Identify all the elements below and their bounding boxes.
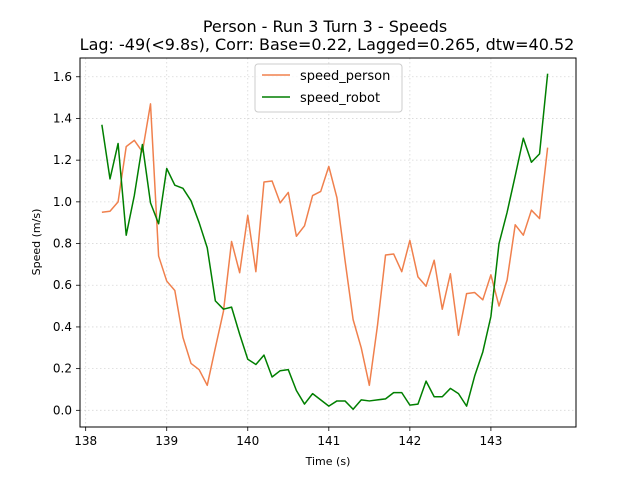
y-tick-label: 0.2 — [53, 362, 72, 376]
y-tick-label: 1.2 — [53, 153, 72, 167]
series-line-speed-robot — [101, 73, 549, 411]
legend-label-speed-person: speed_person — [300, 69, 390, 84]
legend: speed_person speed_robot — [254, 63, 403, 113]
plot-frame — [79, 57, 577, 428]
legend-label-speed-robot: speed_robot — [300, 91, 380, 106]
y-tick-label: 0.8 — [53, 237, 72, 251]
y-tick-label: 1.6 — [53, 70, 72, 84]
y-tick-label: 0.4 — [53, 320, 72, 334]
x-tick-label: 141 — [317, 434, 340, 448]
x-tick-label: 143 — [479, 434, 502, 448]
x-axis-label: Time (s) — [305, 455, 351, 468]
chart-subtitle: Lag: -49(<9.8s), Corr: Base=0.22, Lagged… — [80, 35, 575, 54]
x-axis-ticks: 138 139 140 141 142 143 — [74, 427, 502, 448]
x-tick-label: 142 — [398, 434, 421, 448]
legend-box — [254, 63, 403, 113]
y-axis-ticks: 0.0 0.2 0.4 0.6 0.8 1.0 1.2 1.4 1.6 — [53, 70, 80, 417]
x-tick-label: 139 — [155, 434, 178, 448]
chart-title: Person - Run 3 Turn 3 - Speeds — [203, 17, 447, 36]
series-line-speed-person — [101, 103, 549, 387]
y-tick-label: 1.4 — [53, 111, 72, 125]
x-tick-label: 138 — [74, 434, 97, 448]
x-tick-label: 140 — [236, 434, 259, 448]
y-axis-label: Speed (m/s) — [30, 209, 43, 276]
y-tick-label: 0.0 — [53, 403, 72, 417]
y-tick-label: 1.0 — [53, 195, 72, 209]
y-tick-label: 0.6 — [53, 278, 72, 292]
series-lines — [101, 73, 549, 411]
